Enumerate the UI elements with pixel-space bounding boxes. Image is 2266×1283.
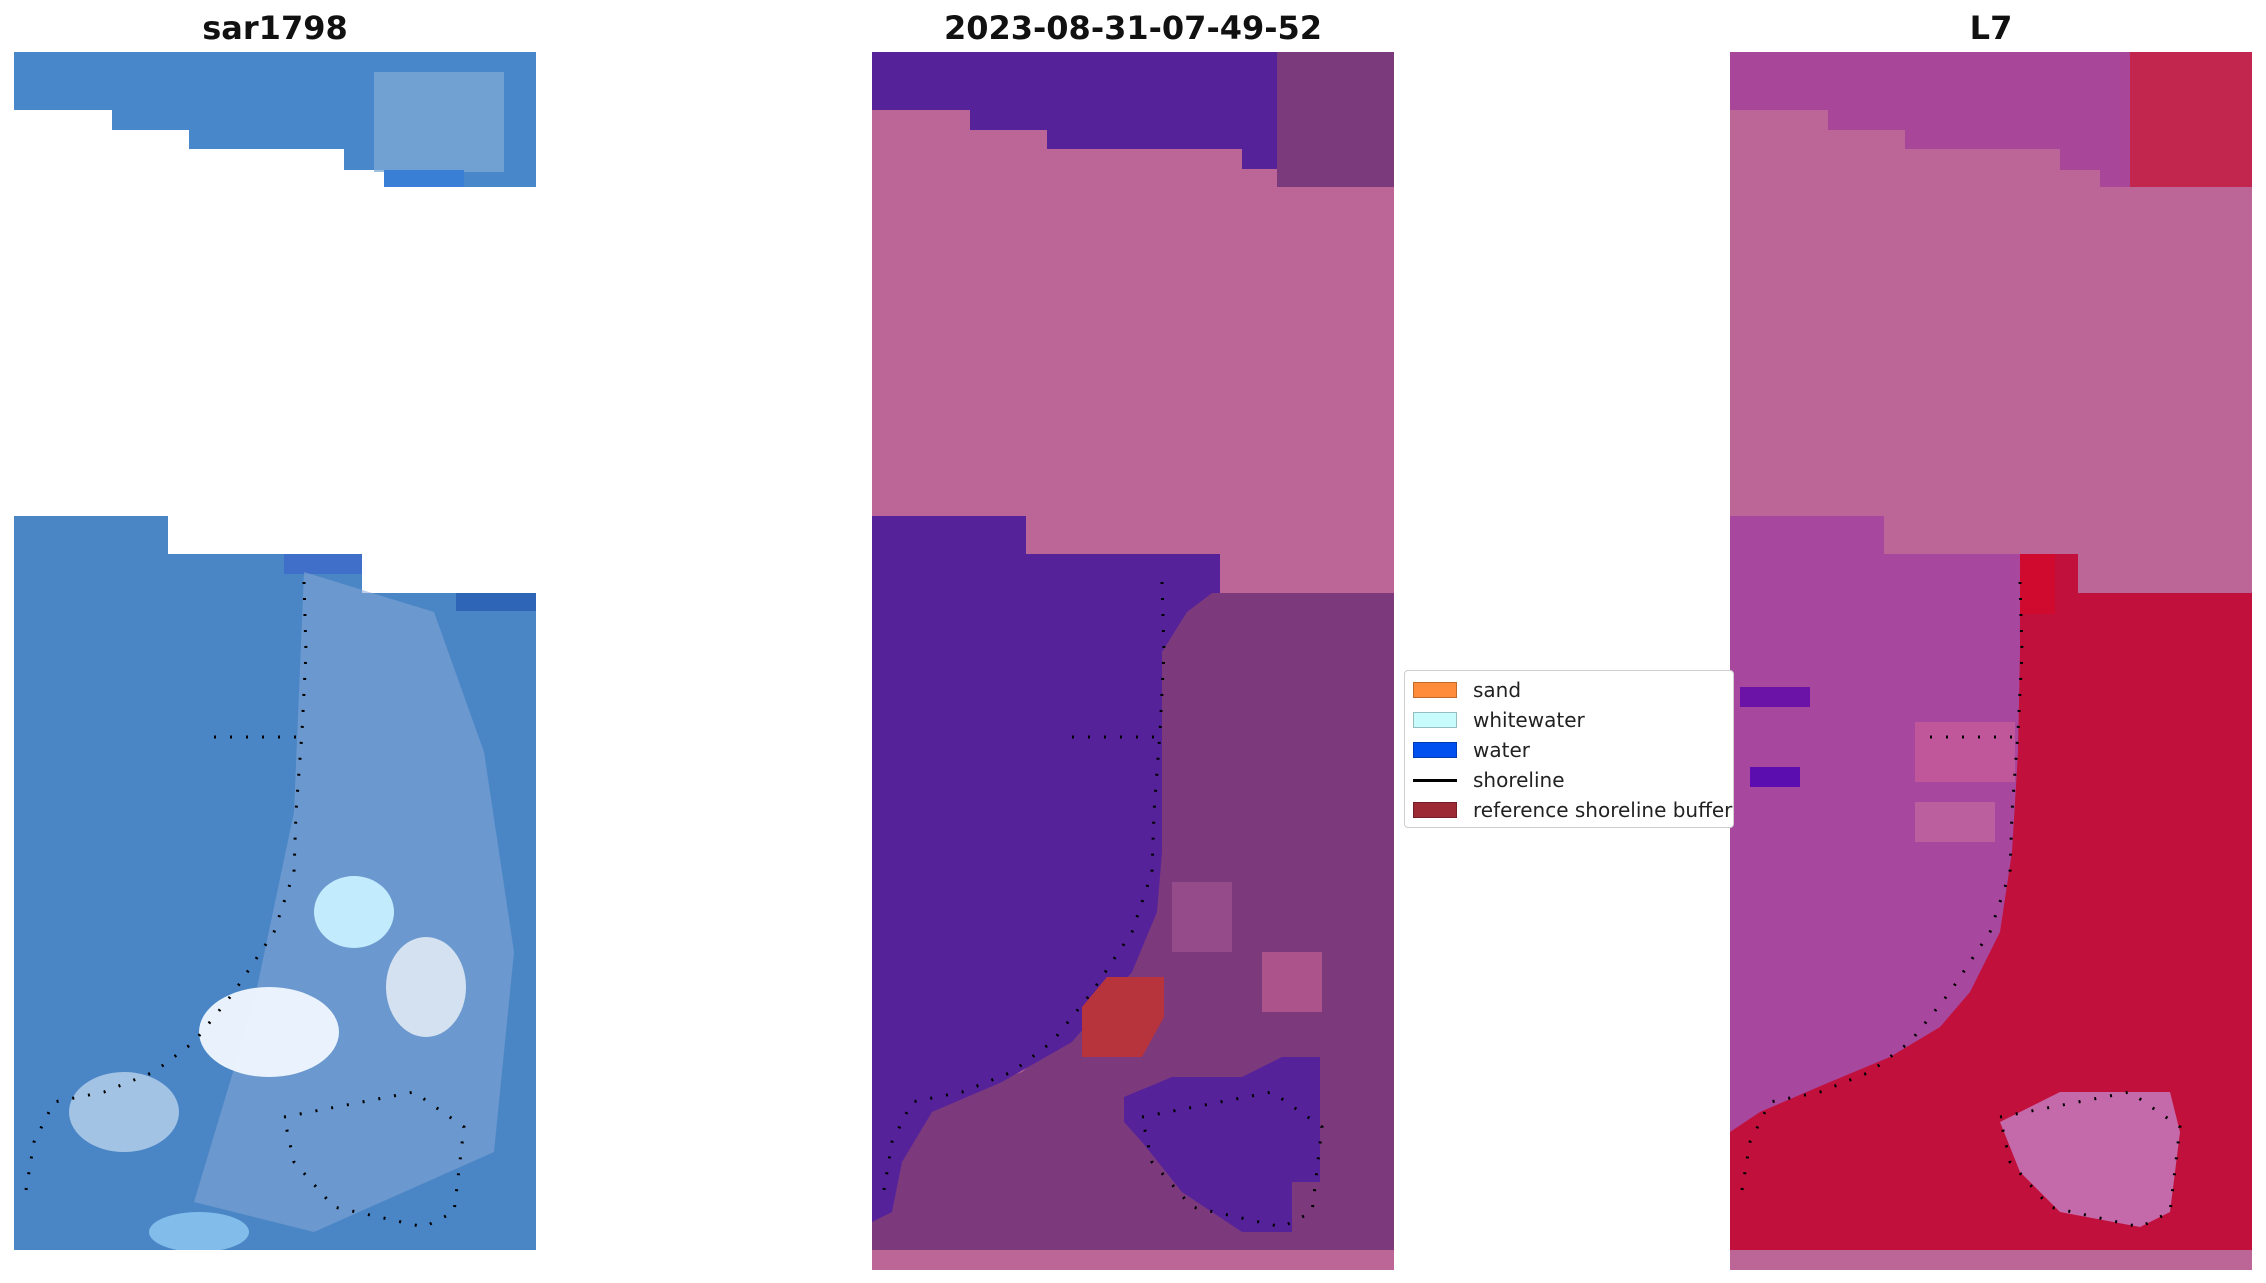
classified-image xyxy=(872,52,1394,1270)
sand-swatch xyxy=(1413,682,1457,698)
legend-label-whitewater: whitewater xyxy=(1473,708,1585,732)
index-pink-patch-2 xyxy=(1915,802,1995,842)
index-dark-spot-2 xyxy=(1750,767,1800,787)
index-top-red xyxy=(2130,52,2252,187)
class-top-land xyxy=(1277,52,1394,187)
legend-label-shoreline: shoreline xyxy=(1473,768,1565,792)
water-swatch xyxy=(1413,742,1457,758)
legend-item-whitewater: whitewater xyxy=(1413,705,1733,735)
legend-item-shoreline: shoreline xyxy=(1413,765,1733,795)
legend: sand whitewater water shoreline referenc… xyxy=(1404,670,1734,828)
class-inner-water xyxy=(1124,1057,1320,1232)
classified-image-panel xyxy=(872,52,1394,1270)
index-pink-patch-1 xyxy=(1915,722,2015,782)
legend-label-reference-buffer: reference shoreline buffer xyxy=(1473,798,1733,822)
whitewater-swatch xyxy=(1413,712,1457,728)
class-lower-water xyxy=(872,516,1220,1222)
rgb-whitewater-2 xyxy=(314,876,394,948)
rgb-top-edge-dark xyxy=(284,554,362,574)
index-bottom-strip xyxy=(1730,1250,2252,1270)
index-red-highlight xyxy=(2020,554,2055,614)
index-red-zone xyxy=(1730,554,2252,1250)
rgb-top-dark xyxy=(384,170,464,187)
index-top-strip xyxy=(1730,52,2252,187)
rgb-right-edge-dark xyxy=(456,593,536,611)
shoreline-line-swatch xyxy=(1413,778,1457,782)
rgb-whitewater-4 xyxy=(69,1072,179,1152)
legend-label-sand: sand xyxy=(1473,678,1522,702)
legend-item-reference-buffer: reference shoreline buffer xyxy=(1413,795,1733,825)
index-inner-pool xyxy=(2000,1092,2180,1227)
index-dark-spot-1 xyxy=(1740,687,1810,707)
index-image-panel xyxy=(1730,52,2252,1270)
legend-label-water: water xyxy=(1473,738,1530,762)
legend-item-sand: sand xyxy=(1413,675,1733,705)
rgb-image-panel xyxy=(14,52,536,1250)
class-land-light-1 xyxy=(1172,882,1232,952)
panel-title-index: L7 xyxy=(1969,9,2013,47)
class-buffer xyxy=(1082,977,1164,1057)
class-top-water xyxy=(872,52,1394,187)
rgb-whitewater-1 xyxy=(199,987,339,1077)
rgb-whitewater-5 xyxy=(149,1212,249,1250)
rgb-whitewater-3 xyxy=(386,937,466,1037)
class-bottom-strip xyxy=(872,1250,1394,1270)
reference-buffer-swatch xyxy=(1413,802,1457,818)
rgb-image xyxy=(14,52,536,1250)
panel-title-classified: 2023-08-31-07-49-52 xyxy=(943,9,1323,47)
panel-title-rgb: sar1798 xyxy=(202,9,348,47)
legend-item-water: water xyxy=(1413,735,1733,765)
rgb-top-highlight xyxy=(374,72,504,172)
class-land-light-2 xyxy=(1262,952,1322,1012)
index-image xyxy=(1730,52,2252,1270)
